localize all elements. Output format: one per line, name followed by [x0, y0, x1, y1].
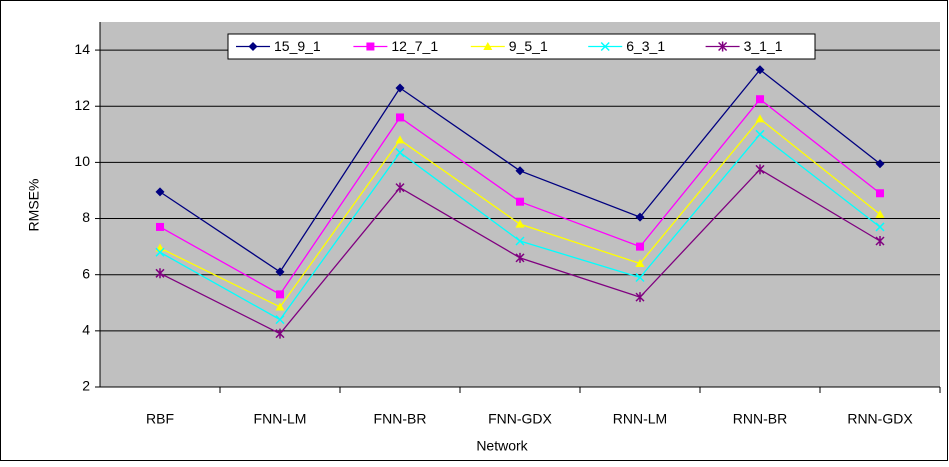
marker: [600, 41, 610, 52]
x-tick-label: FNN-GDX: [488, 411, 552, 427]
legend-label: 6_3_1: [626, 38, 665, 54]
x-tick-label: RNN-LM: [613, 411, 667, 427]
marker: [248, 42, 258, 51]
legend-label: 9_5_1: [509, 38, 548, 54]
marker: [876, 189, 884, 198]
marker: [635, 292, 645, 303]
y-tick-label: 14: [74, 41, 90, 57]
y-tick-label: 8: [82, 209, 90, 225]
marker: [755, 65, 765, 75]
marker: [155, 247, 165, 257]
marker: [875, 222, 885, 232]
marker: [756, 95, 764, 104]
marker: [395, 135, 405, 144]
marker: [516, 197, 524, 206]
x-tick-label: RBF: [146, 411, 174, 427]
y-tick-label: 12: [74, 97, 90, 113]
marker: [755, 129, 765, 139]
marker: [366, 42, 375, 51]
x-tick-label: FNN-LM: [254, 411, 307, 427]
y-tick-label: 2: [82, 378, 90, 394]
marker: [156, 222, 164, 231]
marker: [395, 83, 405, 93]
marker: [875, 159, 885, 169]
marker: [483, 42, 493, 50]
legend-label: 12_7_1: [391, 38, 438, 54]
marker: [635, 212, 645, 222]
marker: [395, 182, 405, 193]
marker: [275, 302, 285, 311]
y-axis-label: RMSE%: [26, 179, 42, 232]
marker: [718, 41, 728, 52]
x-tick-label: RNN-GDX: [847, 411, 913, 427]
legend-label: 15_9_1: [274, 38, 321, 54]
y-tick-label: 4: [82, 322, 90, 338]
marker: [755, 164, 765, 175]
marker: [155, 187, 165, 197]
marker: [515, 252, 525, 263]
x-axis-label: Network: [476, 438, 528, 454]
marker: [155, 268, 165, 279]
marker: [875, 209, 885, 218]
y-tick-label: 10: [74, 153, 90, 169]
marker: [636, 242, 644, 251]
marker: [276, 290, 284, 299]
y-tick-label: 6: [82, 265, 90, 281]
marker: [275, 267, 285, 277]
marker: [396, 113, 404, 122]
x-tick-label: FNN-BR: [374, 411, 427, 427]
marker: [515, 166, 525, 176]
marker: [755, 114, 765, 123]
x-tick-label: RNN-BR: [733, 411, 787, 427]
marker: [275, 328, 285, 339]
marker: [875, 236, 885, 246]
marker: [635, 272, 645, 283]
marker: [275, 315, 285, 325]
marker: [635, 258, 645, 267]
marker: [515, 236, 525, 246]
marker: [395, 148, 405, 158]
marker: [515, 219, 525, 228]
legend-label: 3_1_1: [744, 38, 783, 54]
